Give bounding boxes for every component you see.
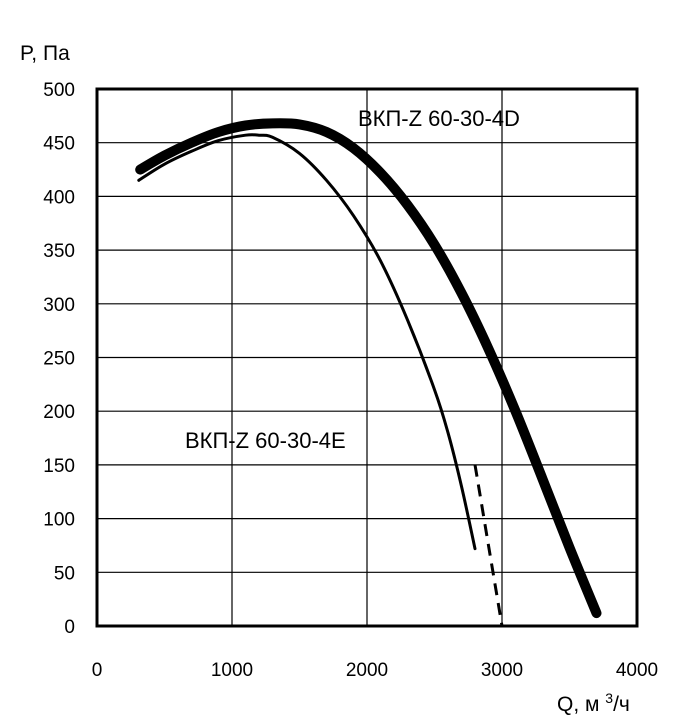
y-tick-label: 350: [43, 241, 75, 262]
y-axis-ticks: 0 50 100 150 200 250 300 350 400 450 500: [43, 80, 75, 638]
x-tick-label: 2000: [346, 660, 388, 681]
y-tick-label: 0: [64, 617, 75, 638]
series-line-4d: [135, 118, 602, 619]
series-line-4e: [137, 133, 477, 551]
y-tick-label: 250: [43, 349, 75, 370]
x-tick-label: 1000: [211, 660, 253, 681]
y-tick-label: 150: [43, 456, 75, 477]
grid: [97, 89, 637, 626]
y-tick-label: 100: [43, 510, 75, 531]
plot-frame: [95, 87, 639, 628]
x-axis-title: Q, м 3/ч: [557, 690, 630, 716]
y-axis-title: P, Па: [20, 42, 70, 65]
y-tick-label: 200: [43, 402, 75, 423]
y-tick-label: 500: [43, 80, 75, 101]
y-tick-label: 50: [54, 563, 75, 584]
x-tick-label: 3000: [481, 660, 523, 681]
series-line-4e-dashed: [473, 464, 504, 627]
x-axis-ticks: 0 1000 2000 3000 4000: [92, 660, 658, 681]
y-tick-label: 300: [43, 295, 75, 316]
y-tick-label: 450: [43, 134, 75, 155]
y-tick-label: 400: [43, 187, 75, 208]
series-label-4d: ВКП-Z 60-30-4D: [358, 106, 520, 131]
series-lines: [135, 118, 602, 627]
series-label-4e: ВКП-Z 60-30-4E: [185, 428, 346, 453]
x-tick-label: 4000: [616, 660, 658, 681]
x-tick-label: 0: [92, 660, 103, 681]
